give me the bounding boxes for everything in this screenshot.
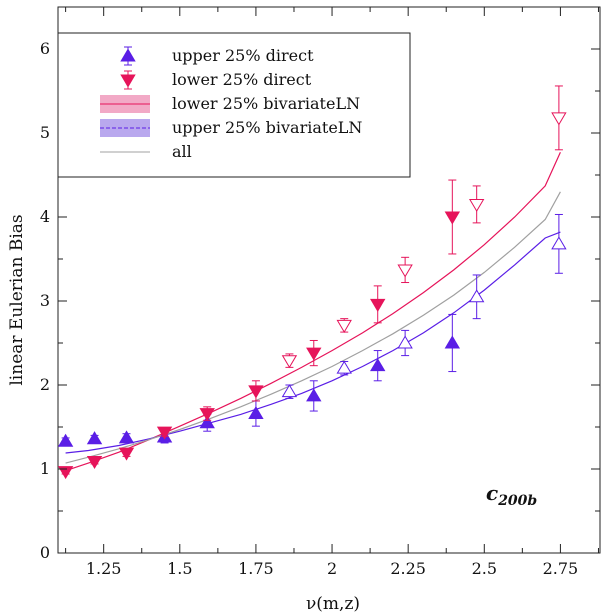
upper-direct-marker xyxy=(281,384,298,398)
lower-direct-marker xyxy=(306,347,322,361)
upper-direct-marker xyxy=(336,360,352,374)
upper-direct-marker xyxy=(370,358,386,372)
lower-direct-marker xyxy=(57,466,74,480)
upper-direct-marker xyxy=(248,405,264,420)
legend-upper-direct-label: upper 25% direct xyxy=(172,46,314,65)
upper-direct-marker xyxy=(468,289,485,303)
x-tick-label: 1.75 xyxy=(238,559,274,578)
y-tick-label: 4 xyxy=(40,207,50,226)
y-tick-label: 6 xyxy=(40,39,50,58)
y-tick-label: 0 xyxy=(40,543,50,562)
lower-direct-marker xyxy=(248,385,264,399)
plot-frame xyxy=(57,6,601,554)
upper-direct-marker xyxy=(306,388,322,402)
axes-group: 1.25 1.5 1.75 2 2.25 2.5 2.75 0 1 2 3 4 5 6 xyxy=(40,7,600,578)
x-tick-label: 1.25 xyxy=(86,559,122,578)
legend: upper 25% direct lower 25% direct lower 25… xyxy=(57,32,411,178)
upper-direct-marker xyxy=(551,236,567,250)
annotation-main: c xyxy=(486,481,498,505)
x-tick-label: 2.75 xyxy=(543,559,579,578)
lower-direct-marker xyxy=(199,408,215,422)
upper-direct-marker xyxy=(118,430,135,444)
legend-entries: upper 25% direct lower 25% direct lower 25… xyxy=(100,46,362,161)
legend-upper-bivariate-label: upper 25% bivariateLN xyxy=(172,118,362,137)
x-tick-label: 2.5 xyxy=(472,559,497,578)
lower-direct-marker xyxy=(551,112,567,126)
annotation-subscript: 200b xyxy=(497,493,537,509)
legend-lower-bivariate-label: lower 25% bivariateLN xyxy=(172,94,360,113)
data-points xyxy=(57,85,567,480)
upper-direct-marker xyxy=(397,335,413,349)
lower-direct-marker xyxy=(397,264,413,278)
y-tick-label: 5 xyxy=(40,123,50,142)
lower-direct-marker xyxy=(336,319,352,333)
x-tick-label: 1.5 xyxy=(167,559,192,578)
model-curves xyxy=(65,152,561,472)
y-axis-label: linear Eulerian Bias xyxy=(7,214,27,385)
curve-upper-25-bivariateln xyxy=(65,231,561,454)
curve-all xyxy=(65,191,561,464)
legend-upper-direct-marker xyxy=(120,48,136,62)
plot-frame-group xyxy=(57,6,601,554)
lower-direct-marker xyxy=(118,447,135,461)
y-tick-label: 2 xyxy=(40,375,50,394)
x-tick-label: 2 xyxy=(327,559,337,578)
mass-definition-annotation: c200b xyxy=(486,481,537,509)
lower-direct-marker xyxy=(86,455,103,470)
upper-direct-marker xyxy=(57,433,74,447)
x-axis-label: ν(m,z) xyxy=(306,594,360,614)
upper-direct-marker xyxy=(199,415,215,429)
y-tick-label: 3 xyxy=(40,291,50,310)
lower-direct-marker xyxy=(444,211,461,225)
lower-direct-marker xyxy=(370,298,386,312)
upper-direct-marker xyxy=(444,335,461,349)
lower-direct-marker xyxy=(156,426,173,440)
lower-direct-marker xyxy=(468,198,485,212)
upper-direct-marker xyxy=(86,431,103,445)
y-tick-label: 1 xyxy=(40,459,50,478)
legend-all-label: all xyxy=(172,142,192,161)
x-tick-label: 2.25 xyxy=(390,559,426,578)
curve-lower-25-bivariateln xyxy=(65,152,561,472)
lower-direct-marker xyxy=(281,355,298,369)
legend-lower-direct-marker xyxy=(120,74,136,88)
legend-lower-direct-label: lower 25% direct xyxy=(172,70,312,89)
